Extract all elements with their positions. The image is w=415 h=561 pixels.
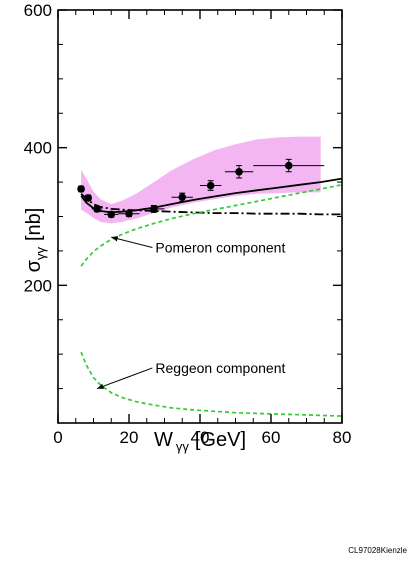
y-tick-label: 400 [24,139,52,158]
data-marker [93,205,101,213]
pomeron-annotation-arrow [111,236,153,248]
data-marker [206,181,215,190]
tick-layer: 0 20 40 60 80 200 400 600 [24,1,352,447]
y-tick-label: 600 [24,1,52,20]
data-marker [125,209,133,218]
data-point [104,210,119,219]
data-point-layer [77,158,325,219]
y-axis-label-main: σ [23,259,45,272]
data-point [253,158,325,173]
data-marker [77,185,85,193]
y-axis-label-unit: [nb] [23,208,45,241]
x-tick-label: 80 [333,428,352,447]
data-marker [178,193,187,202]
y-tick-label: 200 [24,276,52,295]
arrowhead-icon [111,236,119,242]
data-marker [284,161,293,170]
data-point [77,185,85,193]
data-point [118,209,140,218]
data-point [171,192,193,202]
y-axis-label: σγγ [nb] [23,208,48,273]
data-point [143,204,165,213]
pomeron-annotation-label: Pomeron component [155,239,285,255]
arrowhead-icon [97,383,105,389]
reggeon-annotation: Reggeon component [96,360,285,390]
uncertainty-band-layer [81,136,321,224]
annotation-layer: Pomeron component Reggeon component [96,236,285,390]
data-marker [150,205,158,213]
data-point [84,194,92,202]
pomeron-component-curve [80,183,343,267]
figure-credit: CL97028Kienzle [348,546,407,555]
reggeon-component-curve [80,351,343,417]
data-point [200,180,222,191]
data-marker [235,167,243,176]
x-axis-label-unit: [GeV] [195,429,246,451]
reggeon-annotation-arrow [96,367,153,390]
x-axis-label-main: W [154,429,173,451]
x-tick-label: 20 [120,428,139,447]
pomeron-annotation: Pomeron component [111,236,285,255]
x-tick-label: 0 [53,428,62,447]
reggeon-annotation-label: Reggeon component [155,360,285,376]
x-axis-label-sub: γγ [176,439,190,454]
data-marker [84,194,92,202]
y-axis-label-sub: γγ [33,247,48,261]
x-tick-label: 40 [191,428,210,447]
data-marker [107,210,116,219]
data-point [224,165,254,179]
uncertainty-band [81,136,321,224]
x-tick-label: 60 [262,428,281,447]
data-point [91,205,103,213]
